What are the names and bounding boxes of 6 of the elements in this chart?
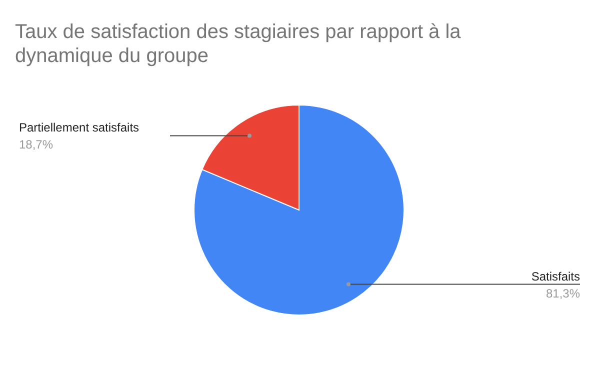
slice-label: Partiellement satisfaits	[19, 120, 140, 135]
slice-label: Satisfaits	[531, 269, 580, 284]
data-label: 18,7%	[19, 138, 54, 152]
chart-title: Taux de satisfaction des stagiaires par rapport à la dynamique du groupe	[15, 21, 462, 67]
pie-slice	[194, 104, 404, 316]
data-label: 81,3%	[546, 286, 580, 300]
